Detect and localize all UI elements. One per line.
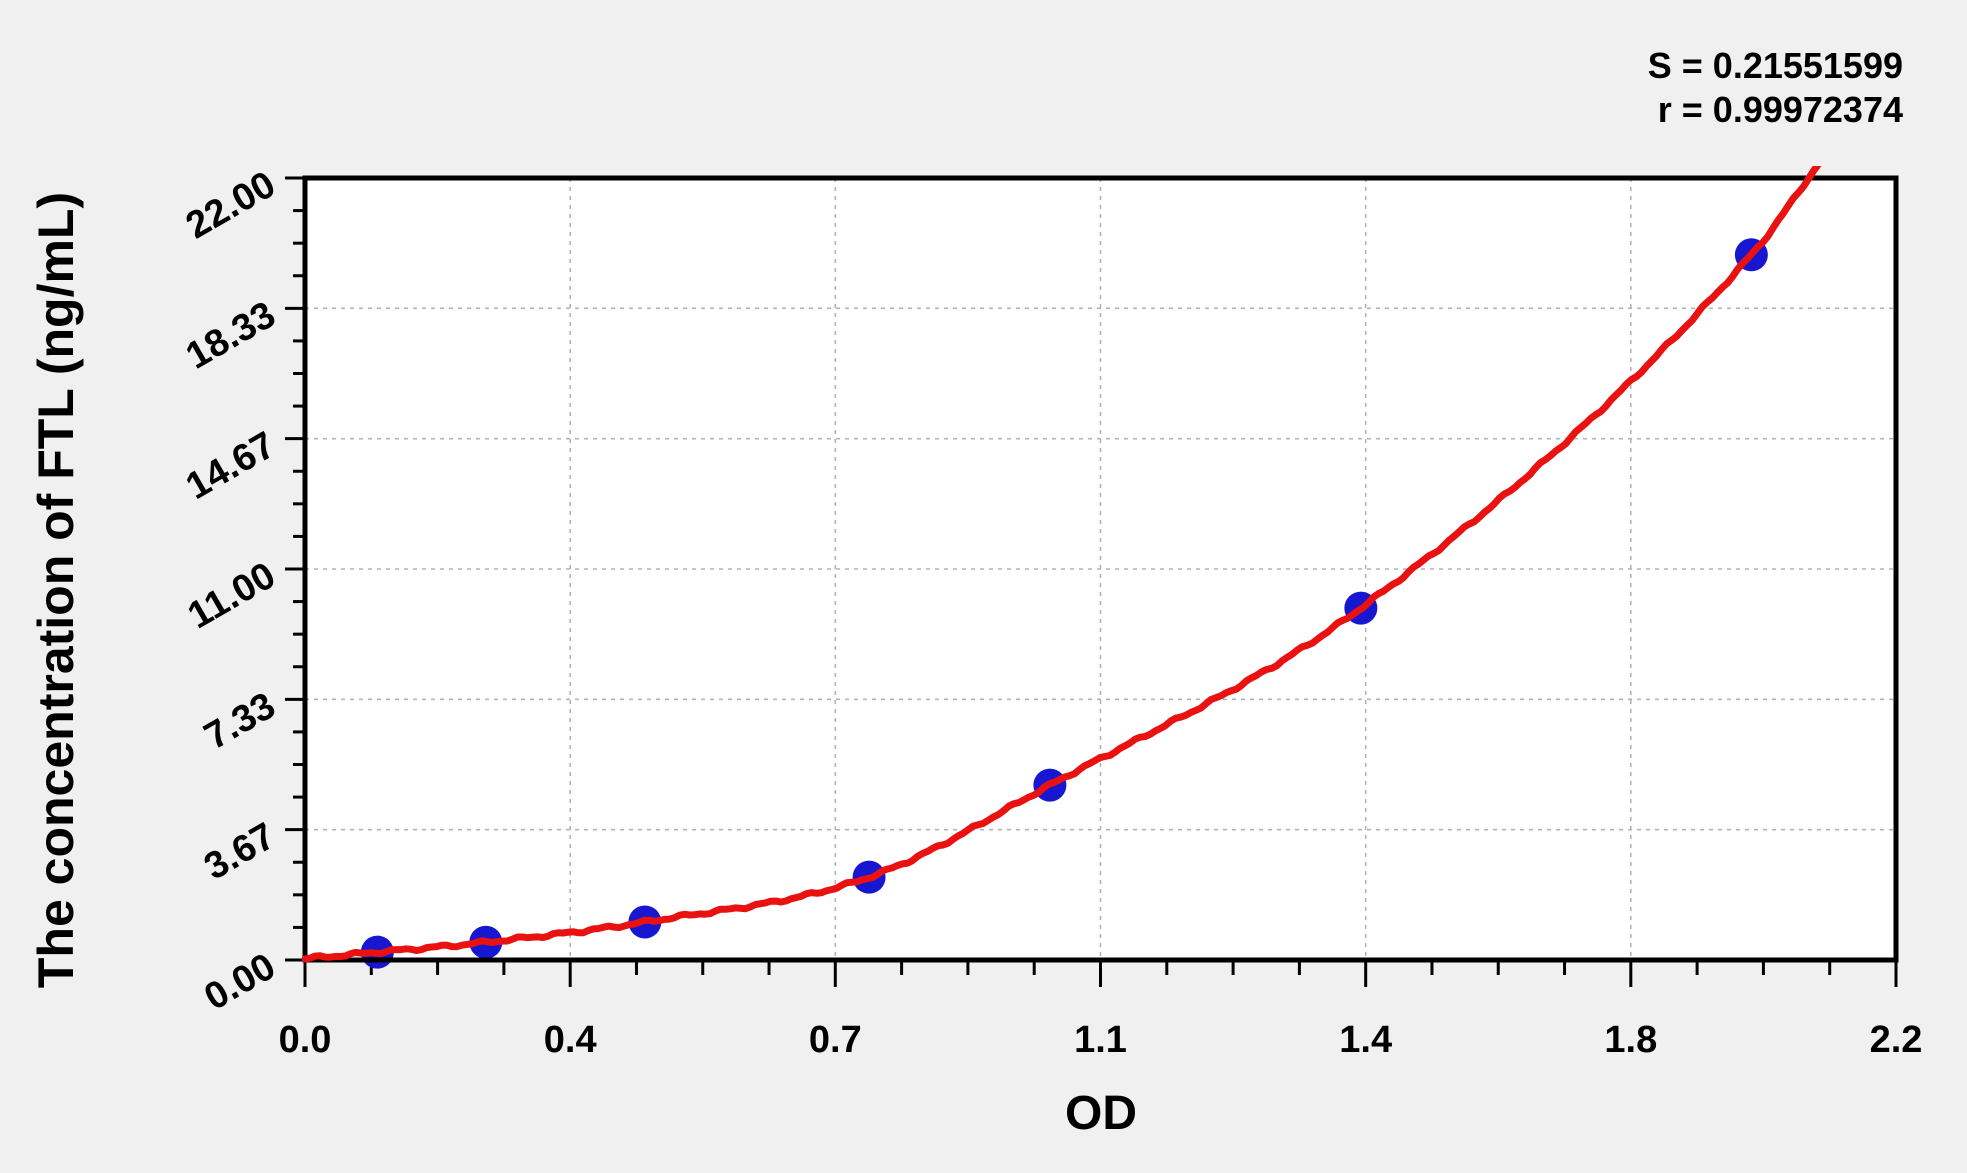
stat-r: r = 0.99972374 <box>1657 89 1903 130</box>
x-axis-title: OD <box>1065 1087 1137 1140</box>
y-tick-label: 11.00 <box>181 554 283 637</box>
gridlines <box>305 178 1896 960</box>
x-tick-label: 1.8 <box>1604 1019 1657 1061</box>
y-tick-label: 0.00 <box>197 945 282 1018</box>
fit-curve <box>302 166 1822 963</box>
stat-s: S = 0.21551599 <box>1647 45 1903 86</box>
y-tick-label: 3.67 <box>197 815 282 888</box>
y-axis-title: The concentration of FTL (ng/mL) <box>28 191 84 989</box>
y-tick-label: 22.00 <box>179 163 282 247</box>
x-tick-label: 0.7 <box>809 1019 862 1061</box>
y-tick-label: 7.33 <box>197 685 282 758</box>
y-tick-label: 18.33 <box>179 294 282 378</box>
y-tick-label: 14.67 <box>179 424 282 508</box>
x-tick-label: 1.1 <box>1074 1019 1127 1061</box>
x-tick-label: 1.4 <box>1339 1019 1392 1061</box>
x-tick-label: 0.4 <box>544 1019 597 1061</box>
fit-statistics: S = 0.21551599 r = 0.99972374 <box>1648 44 1903 132</box>
x-tick-label: 2.2 <box>1870 1019 1923 1061</box>
plot-frame <box>302 175 1899 963</box>
x-tick-label: 0.0 <box>279 1019 332 1061</box>
